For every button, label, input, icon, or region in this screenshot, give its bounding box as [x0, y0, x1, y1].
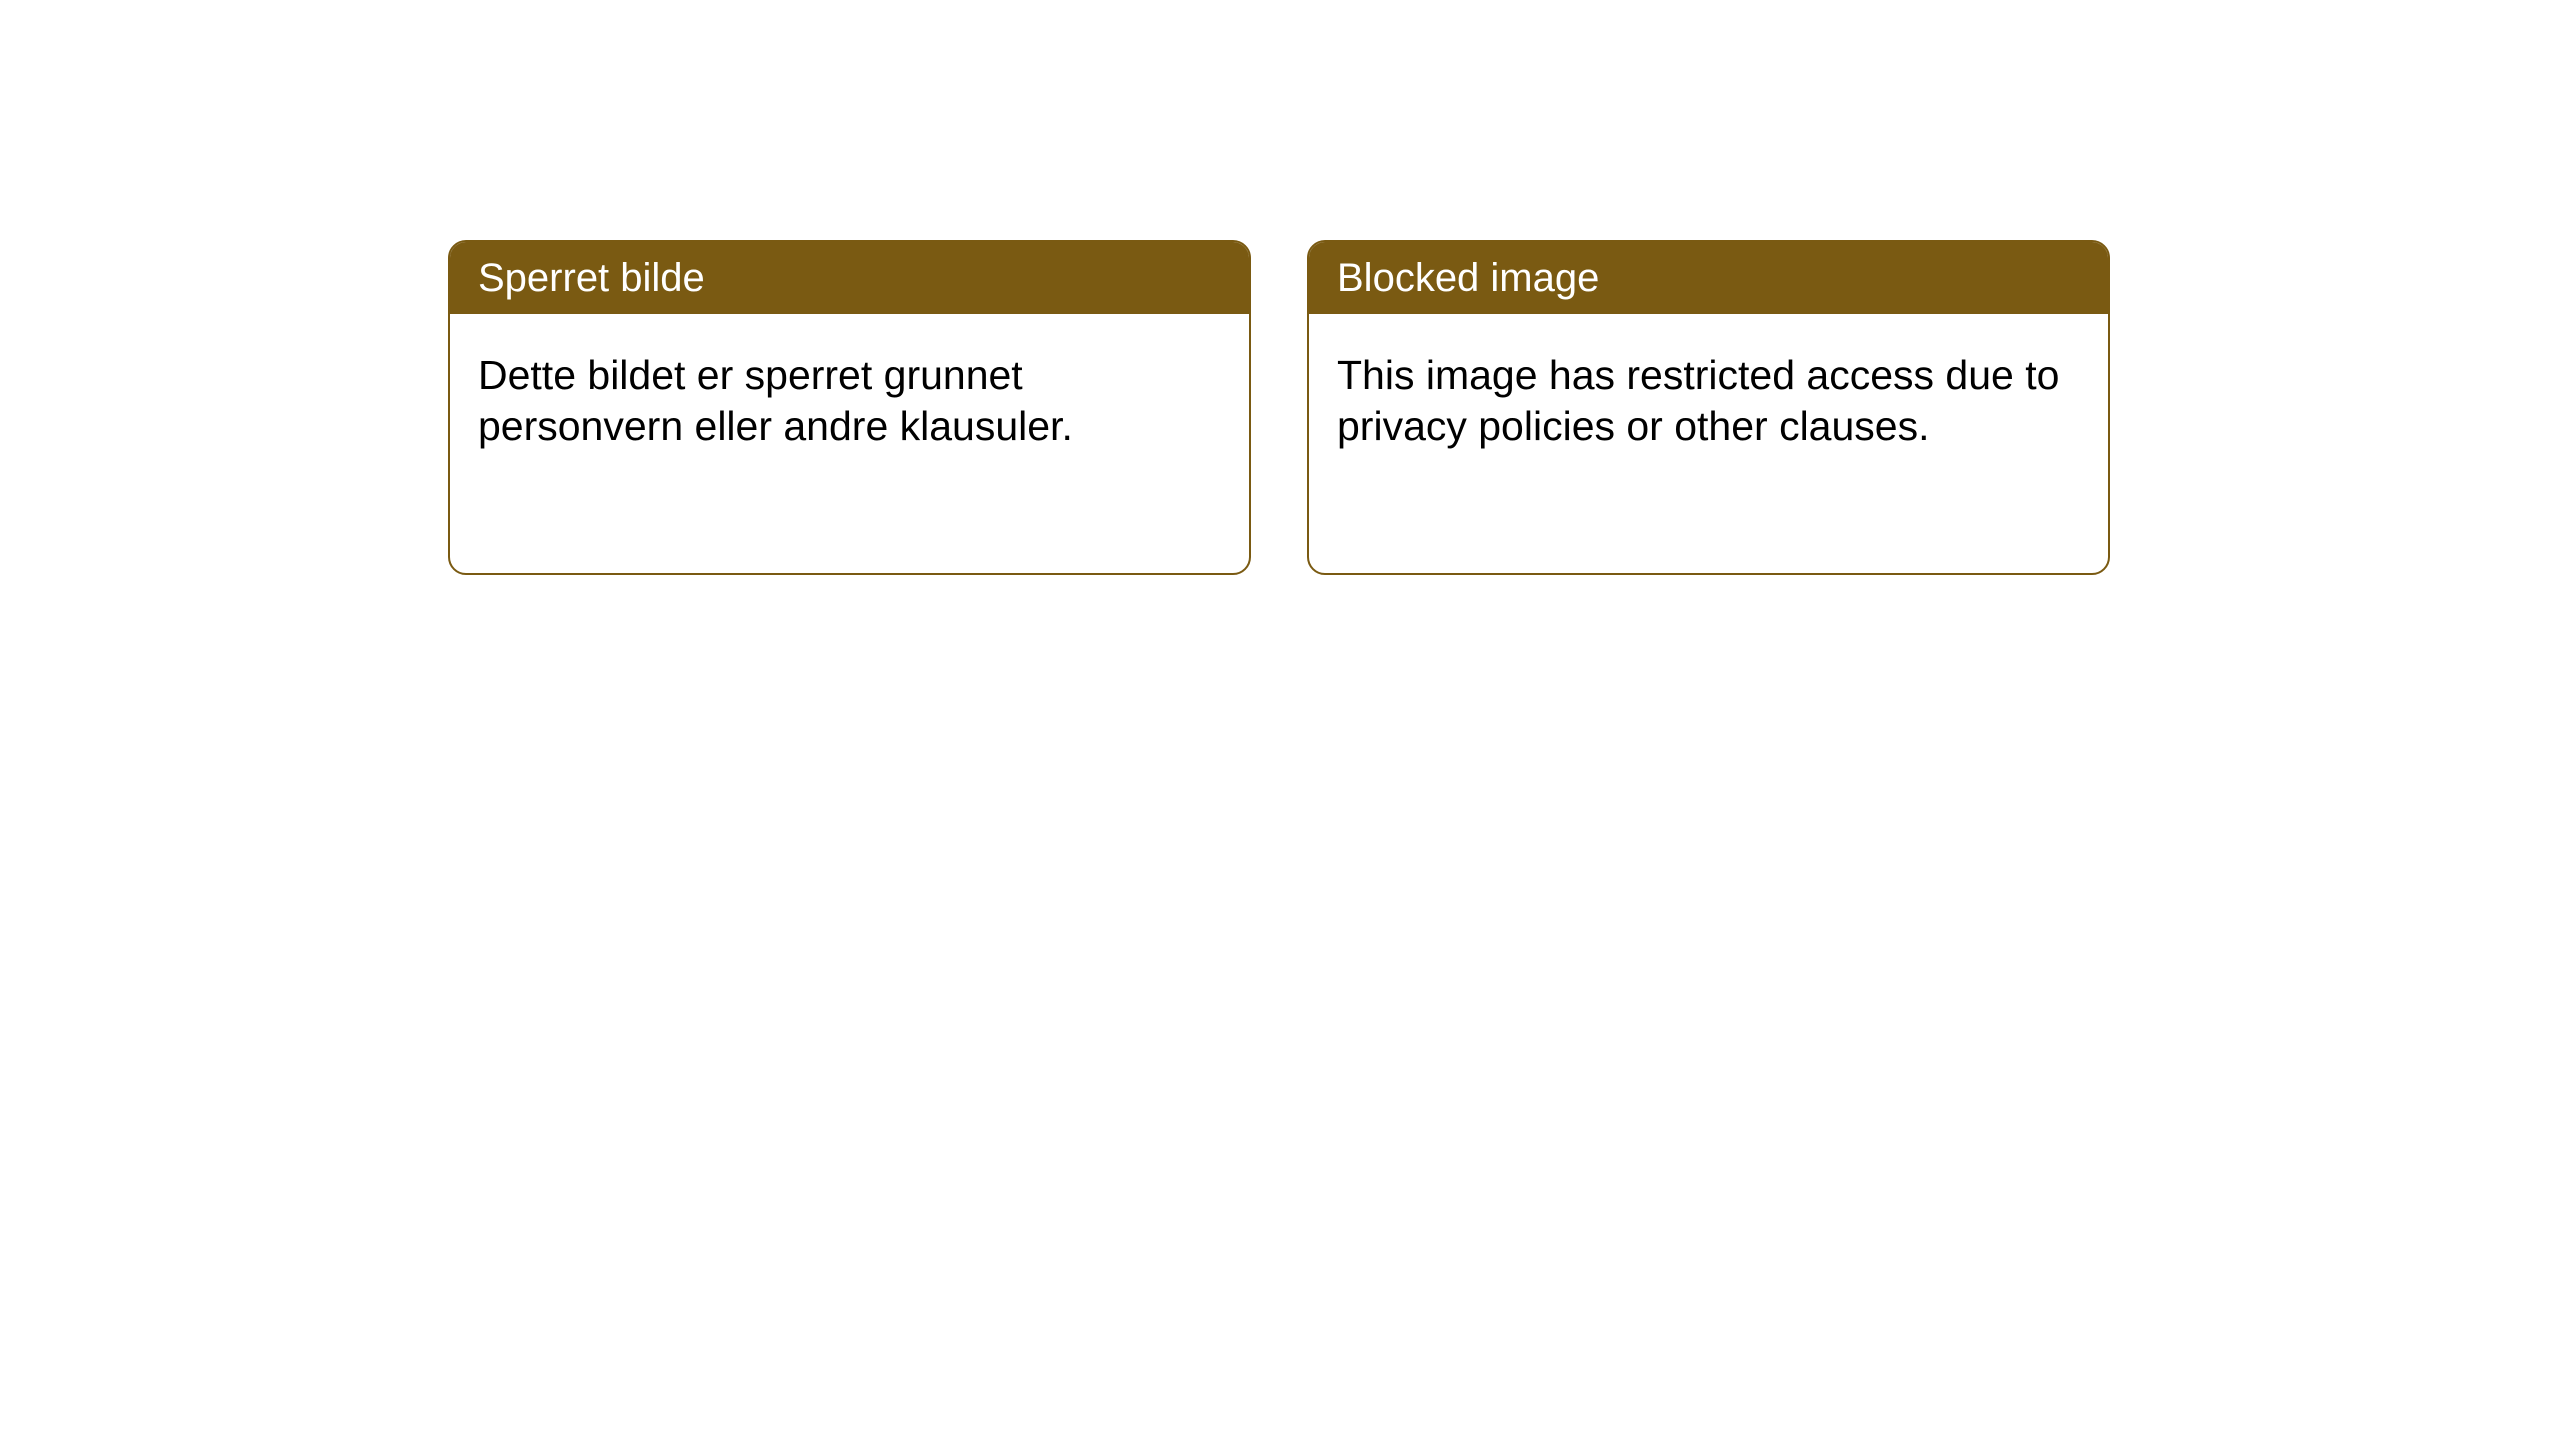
- card-body-text-en: This image has restricted access due to …: [1337, 352, 2059, 449]
- card-title-no: Sperret bilde: [478, 256, 705, 300]
- card-header-en: Blocked image: [1309, 242, 2108, 314]
- card-body-en: This image has restricted access due to …: [1309, 314, 2108, 481]
- card-body-text-no: Dette bildet er sperret grunnet personve…: [478, 352, 1073, 449]
- blocked-image-card-no: Sperret bilde Dette bildet er sperret gr…: [448, 240, 1251, 575]
- blocked-image-card-en: Blocked image This image has restricted …: [1307, 240, 2110, 575]
- card-title-en: Blocked image: [1337, 256, 1599, 300]
- card-body-no: Dette bildet er sperret grunnet personve…: [450, 314, 1249, 481]
- notice-container: Sperret bilde Dette bildet er sperret gr…: [0, 0, 2560, 575]
- card-header-no: Sperret bilde: [450, 242, 1249, 314]
